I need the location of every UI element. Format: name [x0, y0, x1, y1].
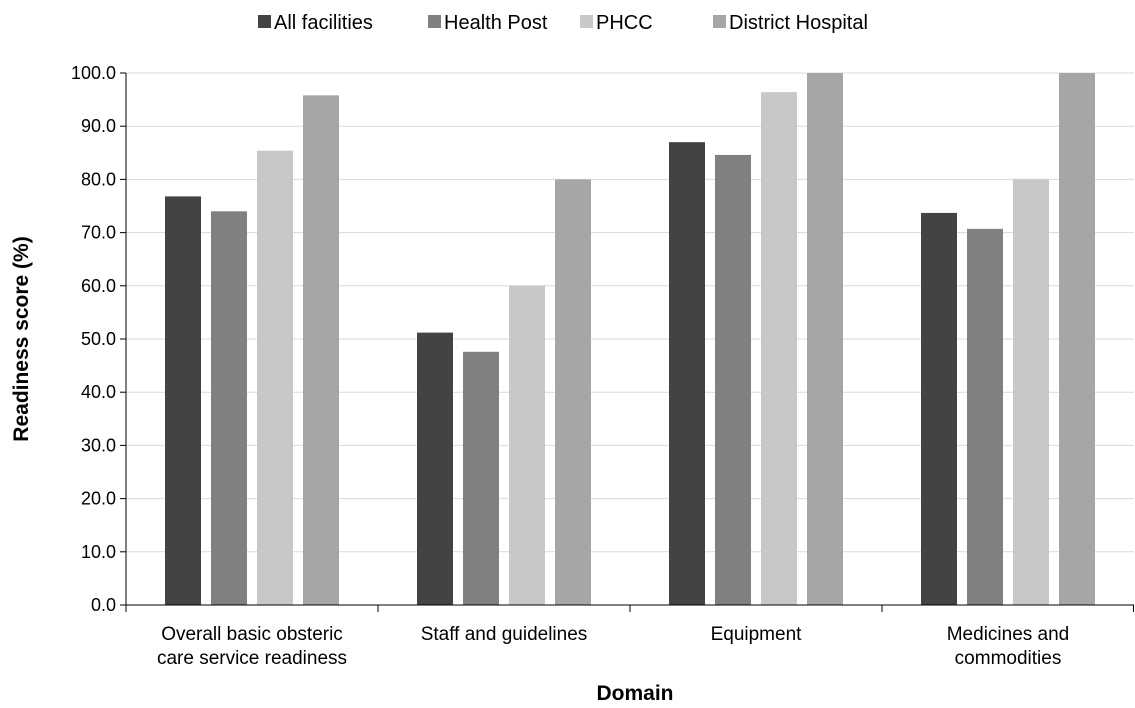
axes	[120, 72, 1134, 612]
x-tick-label: care service readiness	[157, 648, 347, 669]
y-tick-label: 90.0	[81, 116, 116, 136]
bar	[555, 179, 591, 605]
y-tick-label: 70.0	[81, 223, 116, 243]
legend-swatch	[428, 15, 441, 28]
bar	[463, 351, 499, 605]
legend-swatch	[580, 15, 593, 28]
bar	[921, 212, 957, 605]
bar	[669, 142, 705, 605]
legend-label: All facilities	[274, 12, 373, 34]
bar	[715, 154, 751, 606]
legend-label: PHCC	[596, 12, 653, 34]
bar	[1013, 179, 1049, 605]
y-tick-label: 0.0	[91, 595, 116, 615]
x-tick-label: Overall basic obsteric	[161, 624, 343, 645]
bar	[1059, 73, 1095, 605]
x-tick-label: Equipment	[711, 624, 803, 645]
bar	[761, 92, 797, 606]
legend-label: District Hospital	[729, 12, 868, 34]
bar	[509, 285, 545, 605]
y-tick-label: 30.0	[81, 435, 116, 455]
x-tick-label: Medicines and	[947, 624, 1070, 645]
y-tick-label: 60.0	[81, 276, 116, 296]
legend-swatch	[258, 15, 271, 28]
bar	[211, 211, 247, 605]
bar	[257, 150, 293, 605]
bar	[303, 95, 339, 606]
y-tick-label: 100.0	[71, 63, 116, 83]
x-tick-labels: Overall basic obsteric care service readi…	[157, 624, 1069, 669]
bar	[967, 228, 1003, 605]
y-axis-title: Readiness score (%)	[10, 236, 33, 441]
x-axis-title: Domain	[596, 682, 673, 705]
y-tick-label: 40.0	[81, 382, 116, 402]
y-tick-label: 20.0	[81, 489, 116, 509]
legend-swatch	[713, 15, 726, 28]
legend-label: Health Post	[444, 12, 548, 34]
x-tick-label: Staff and guidelines	[421, 624, 588, 645]
y-tick-label: 50.0	[81, 329, 116, 349]
y-tick-labels: 0.0 10.0 20.0 30.0 40.0 50.0 60.0 70.0 80.0 90.0 1…	[71, 63, 116, 615]
y-tick-label: 10.0	[81, 542, 116, 562]
bar	[417, 332, 453, 605]
bar	[807, 73, 843, 605]
legend: All facilities Health Post PHCC District Ho…	[258, 12, 868, 34]
y-tick-label: 80.0	[81, 169, 116, 189]
bars	[165, 73, 1095, 606]
bar	[165, 196, 201, 605]
gridlines	[126, 72, 1134, 553]
x-tick-label: commodities	[955, 648, 1062, 669]
